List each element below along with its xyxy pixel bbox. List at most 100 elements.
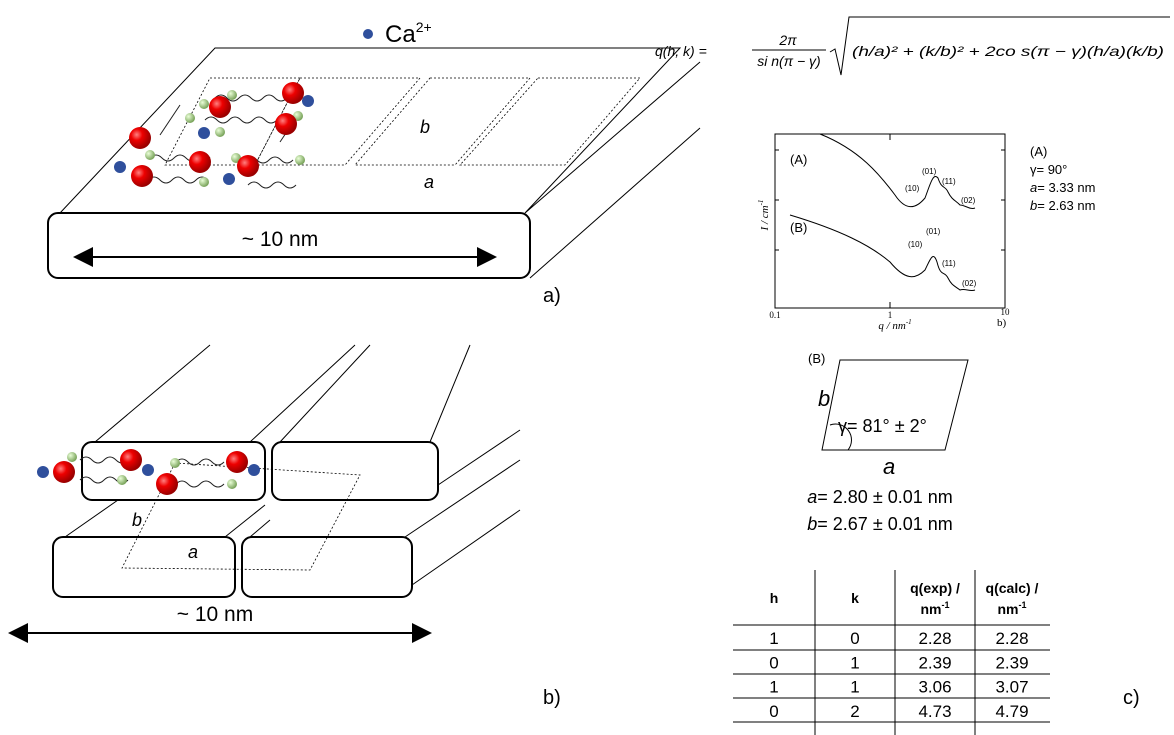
axis-b: b	[132, 510, 142, 530]
axis-b: b	[420, 117, 430, 137]
text: a	[807, 487, 817, 507]
x-tick-label: 10	[1001, 307, 1011, 317]
bead	[142, 464, 154, 476]
x-tick-label: 1	[888, 310, 893, 320]
width-label: ~ 10 nm	[242, 228, 318, 251]
bead	[227, 479, 237, 489]
peak-label: (11)	[942, 259, 956, 268]
unit-cell	[821, 359, 969, 451]
panel-label: c)	[1123, 687, 1140, 709]
x-axis-label: q / nm-1	[878, 318, 911, 332]
bead	[223, 173, 235, 185]
bead	[129, 127, 151, 149]
cell-a: a	[883, 454, 895, 479]
bead	[237, 155, 259, 177]
table-cell: 0	[769, 653, 778, 672]
params-a-value: a= 3.33 nm	[1030, 180, 1095, 195]
formula: q(h, k) = 2π si n(π − γ) (h/a)² + (k/b)²…	[655, 16, 1170, 76]
shape	[733, 570, 1050, 735]
shape	[789, 214, 976, 292]
ion-marker	[363, 29, 373, 39]
header-unit: nm-1	[997, 600, 1026, 617]
panel-label: b)	[997, 317, 1007, 329]
bead	[199, 99, 209, 109]
bead	[215, 127, 225, 137]
params-gamma: γ= 90°	[1030, 162, 1067, 177]
table: h kq(exp) /nm-1q(calc) /nm-11 0 2.28 2.280 1 2…	[733, 570, 1050, 735]
text: = 2.63 nm	[1037, 198, 1095, 213]
saxs-plot	[774, 133, 1006, 309]
unit: nm	[997, 601, 1018, 617]
curve-label: (B)	[790, 220, 807, 235]
text: -1	[757, 200, 765, 206]
table-cell: 0	[769, 702, 778, 721]
table-cell: 0	[850, 629, 859, 648]
shape	[147, 94, 301, 189]
table-cell: 2.39	[995, 653, 1028, 672]
unit: nm	[920, 601, 941, 617]
table-cell: 1	[850, 678, 859, 697]
params-a: (A) γ= 90° a= 3.33 nm b= 2.63 nm	[1030, 144, 1095, 213]
bead	[295, 155, 305, 165]
peak-label: (10)	[908, 240, 923, 249]
formula-radicand: (h/a)² + (k/b)² + 2co s(π − γ)(h/a)(k/b)	[852, 43, 1164, 59]
text: b	[807, 514, 817, 534]
shape	[64, 344, 521, 586]
bead	[275, 113, 297, 135]
text: q / nm	[878, 320, 906, 332]
box	[271, 441, 439, 501]
bead	[227, 90, 237, 100]
molecules-a	[114, 82, 314, 189]
cell-a-value: a= 2.80 ± 0.01 nm	[807, 487, 952, 507]
table-cell: 2	[850, 702, 859, 721]
peak-labels: (10) (01) (11) (02) (10) (01) (11) (02)	[905, 167, 977, 288]
text: I / cm	[759, 205, 771, 231]
peak-label: (10)	[905, 184, 920, 193]
cell-title: (B)	[808, 351, 825, 366]
text: = 2.80 ± 0.01 nm	[817, 487, 952, 507]
table-cell: 3.06	[918, 678, 951, 697]
shape	[79, 456, 225, 488]
text: = 2.67 ± 0.01 nm	[817, 514, 952, 534]
bead	[226, 451, 248, 473]
shape	[121, 462, 361, 571]
formula-lhs: q(h, k) =	[655, 43, 707, 59]
unit-exponent: -1	[1018, 600, 1026, 610]
unit-exponent: -1	[941, 600, 949, 610]
table-cell: 2.28	[995, 629, 1028, 648]
bead	[53, 461, 75, 483]
header-cell: q(exp) /	[910, 580, 960, 596]
bead	[131, 165, 153, 187]
table-cell: 4.73	[918, 702, 951, 721]
box	[241, 536, 413, 598]
cell-b-value: b= 2.67 ± 0.01 nm	[807, 514, 952, 534]
text: a	[1030, 180, 1037, 195]
bead	[282, 82, 304, 104]
header-unit: nm-1	[920, 600, 949, 617]
shape	[819, 133, 976, 209]
table-cell: 4.79	[995, 702, 1028, 721]
shape	[829, 16, 1170, 76]
header-cell: h	[770, 590, 779, 606]
text: -1	[906, 318, 912, 326]
peak-label: (11)	[942, 177, 956, 186]
panel-label: b)	[543, 687, 561, 709]
table-cell: 1	[769, 678, 778, 697]
bead	[117, 475, 127, 485]
bead	[145, 150, 155, 160]
slab-a	[47, 47, 701, 279]
box	[52, 536, 236, 598]
formula-numerator: 2π	[778, 32, 797, 48]
cell-gamma: γ= 81° ± 2°	[838, 416, 927, 436]
width-label: ~ 10 nm	[177, 603, 253, 626]
bead	[248, 464, 260, 476]
header-cell: k	[851, 590, 859, 606]
table-cell: 2.28	[918, 629, 951, 648]
bead	[120, 449, 142, 471]
params-title: (A)	[1030, 144, 1047, 159]
text: 2+	[416, 19, 432, 35]
formula-denominator: si n(π − γ)	[757, 53, 820, 69]
bead	[67, 452, 77, 462]
header-cell: q(calc) /	[986, 580, 1039, 596]
